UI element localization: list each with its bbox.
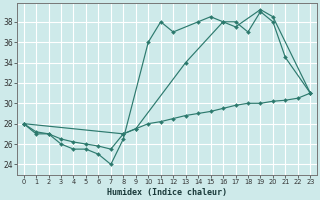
X-axis label: Humidex (Indice chaleur): Humidex (Indice chaleur): [107, 188, 227, 197]
